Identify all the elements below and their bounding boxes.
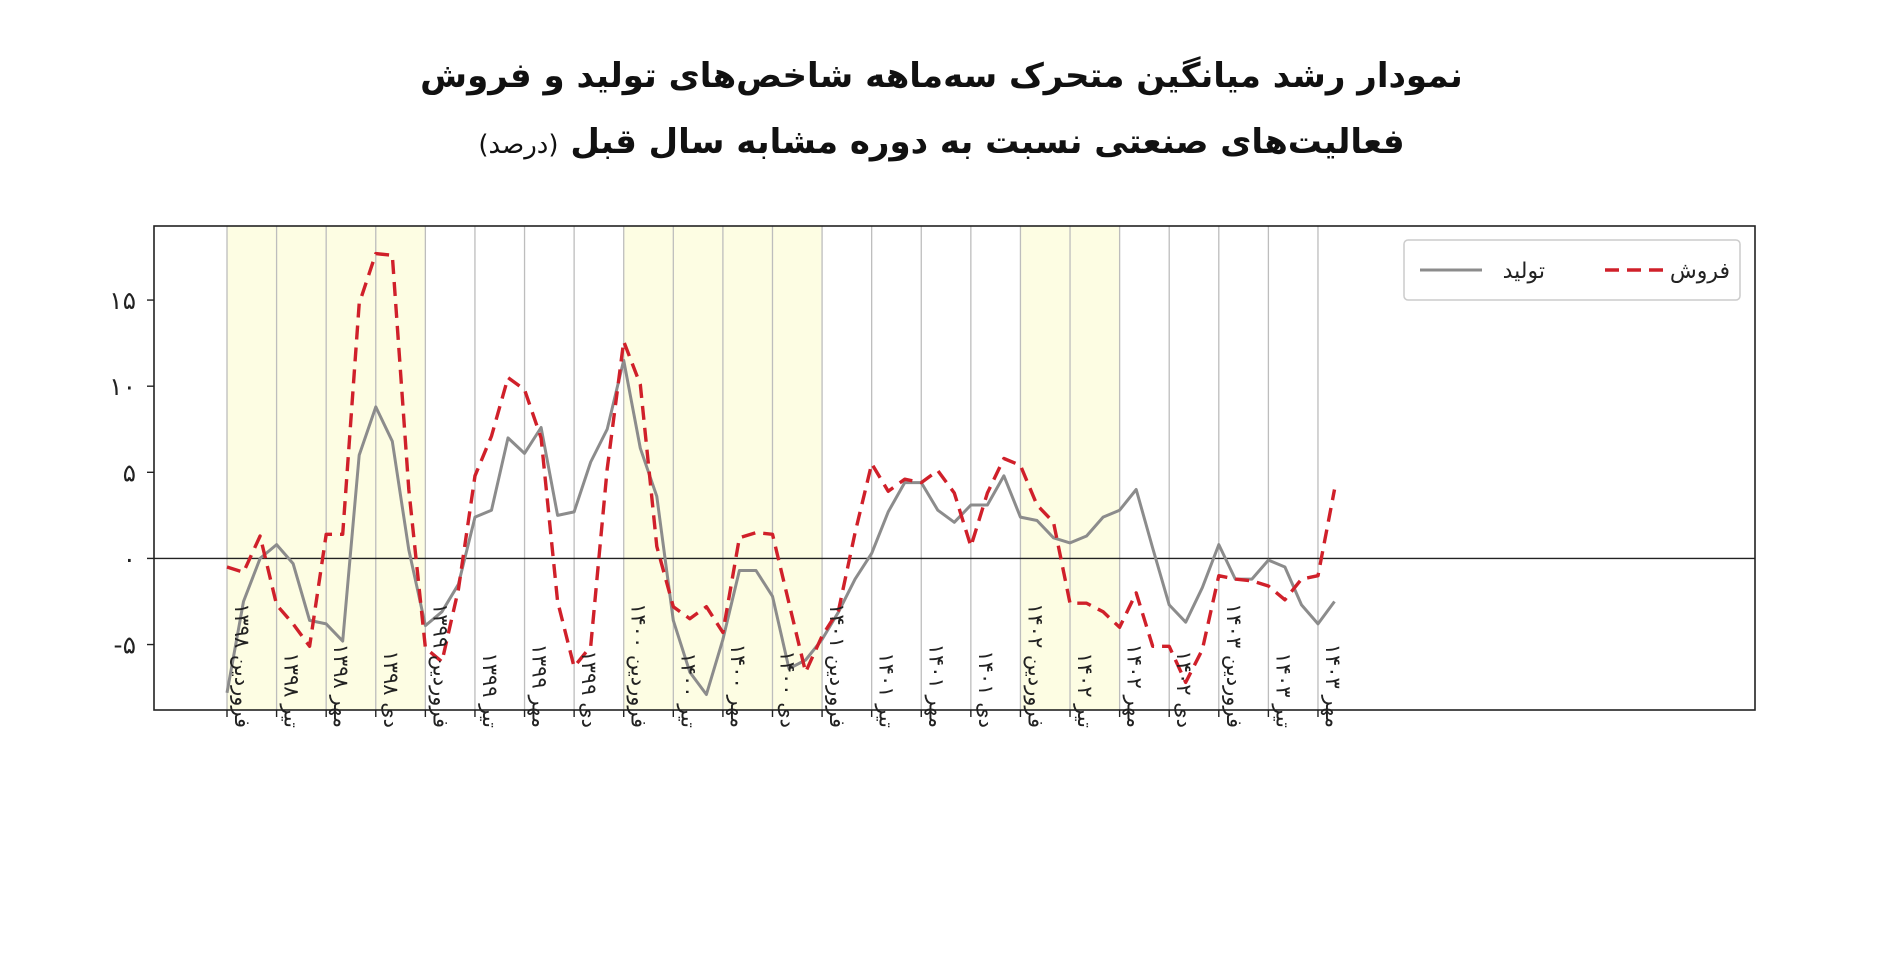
x-tick-label-21: تیر ۱۴۰۳ [1271, 652, 1295, 728]
legend-label-production: تولید [1503, 259, 1545, 284]
x-tick-label-2: مهر ۱۳۹۸ [329, 644, 353, 728]
x-tick-label-9: تیر ۱۴۰۰ [676, 652, 700, 728]
x-tick-label-15: دی ۱۴۰۱ [974, 650, 998, 728]
chart-subtitle-line: فعالیت‌های صنعتی نسبت به دوره مشابه سال … [0, 116, 1883, 171]
x-tick-label-0: فروردین ۱۳۹۸ [230, 603, 254, 728]
x-tick-label-7: دی ۱۳۹۹ [577, 650, 601, 728]
y-tick-label-2: ۵ [123, 458, 136, 487]
series-line-1 [226, 251, 1337, 685]
x-tick-label-22: مهر ۱۴۰۳ [1321, 644, 1345, 728]
x-tick-label-19: دی ۱۴۰۲ [1172, 650, 1196, 728]
legend-label-sales: فروش [1670, 259, 1730, 284]
x-tick-label-12: فروردین ۱۴۰۱ [825, 603, 849, 728]
plot-frame [153, 225, 1756, 711]
x-tick-label-1: تیر ۱۳۹۸ [280, 652, 304, 728]
x-tick-label-17: تیر ۱۴۰۲ [1073, 652, 1097, 728]
x-tick-label-8: فروردین ۱۴۰۰ [627, 603, 651, 728]
x-tick-label-16: فروردین ۱۴۰۲ [1023, 603, 1047, 728]
x-tick-label-6: مهر ۱۳۹۹ [528, 644, 552, 728]
x-tick-label-18: مهر ۱۴۰۲ [1123, 644, 1147, 728]
chart-title: نمودار رشد میانگین متحرک سه‌ماهه شاخص‌ها… [420, 56, 1463, 96]
y-tick-label-1: ۱۰ [109, 372, 136, 401]
y-tick-label-3: ۰ [123, 544, 136, 573]
x-tick-label-11: دی ۱۴۰۰ [775, 650, 799, 728]
y-tick-label-0: ۱۵ [109, 286, 136, 315]
series-line-0 [225, 358, 1336, 696]
x-tick-label-20: فروردین ۱۴۰۳ [1222, 603, 1246, 728]
x-tick-label-14: مهر ۱۴۰۱ [924, 644, 948, 728]
legend-box [1403, 239, 1741, 301]
x-tick-label-5: تیر ۱۳۹۹ [478, 652, 502, 728]
x-tick-label-13: تیر ۱۴۰۱ [875, 652, 899, 728]
chart-unit: (درصد) [478, 130, 559, 160]
x-tick-label-4: فروردین ۱۳۹۹ [428, 603, 452, 728]
chart-title-block: نمودار رشد میانگین متحرک سه‌ماهه شاخص‌ها… [0, 50, 1883, 171]
y-tick-label-4: -۵ [114, 631, 136, 660]
x-tick-label-3: دی ۱۳۹۸ [379, 650, 403, 728]
chart-subtitle: فعالیت‌های صنعتی نسبت به دوره مشابه سال … [570, 122, 1405, 162]
x-tick-label-10: مهر ۱۴۰۰ [726, 644, 750, 728]
